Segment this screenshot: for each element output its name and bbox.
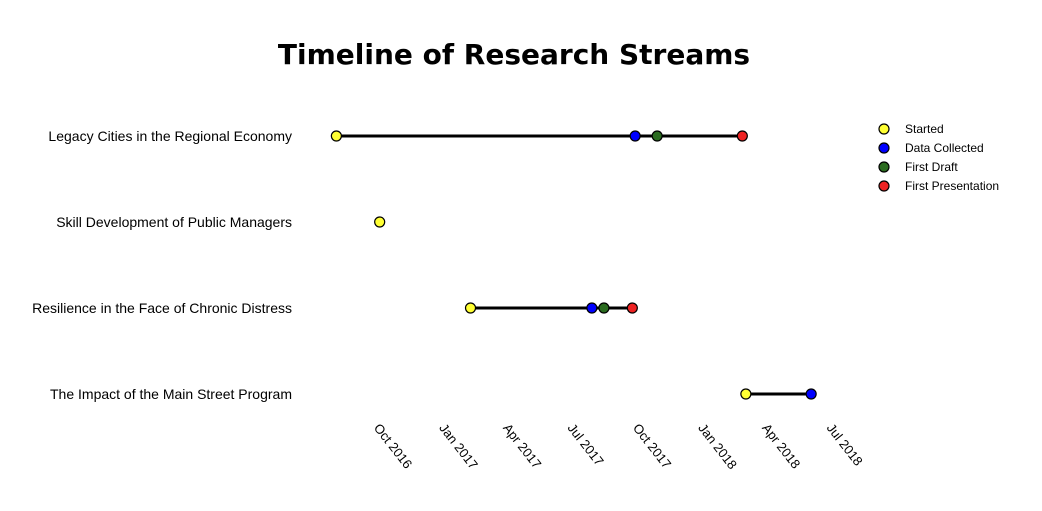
stream-row-resilience-in-the-face-of-chronic-distress: Resilience in the Face of Chronic Distre… xyxy=(32,300,638,316)
stream-row-the-impact-of-the-main-street-program: The Impact of the Main Street Program xyxy=(50,386,817,402)
x-tick-label: Jan 2017 xyxy=(436,421,481,472)
stream-row-legacy-cities-in-the-regional-economy: Legacy Cities in the Regional Economy xyxy=(48,128,748,144)
stream-label: Resilience in the Face of Chronic Distre… xyxy=(32,300,292,316)
legend-entry-data-collected: Data Collected xyxy=(878,141,984,155)
legend-label: Started xyxy=(905,122,944,136)
legend-entry-first-presentation: First Presentation xyxy=(878,179,999,193)
milestone-point-started xyxy=(374,216,386,228)
milestone-point-started xyxy=(464,302,477,314)
milestone-point-data-collected xyxy=(805,388,817,400)
milestone-point-started xyxy=(740,388,752,400)
x-tick-label: Oct 2016 xyxy=(371,421,415,472)
legend-marker xyxy=(878,142,890,154)
chart-title: Timeline of Research Streams xyxy=(278,38,750,71)
milestone-point-started xyxy=(330,130,342,142)
legend-marker xyxy=(878,123,890,135)
legend-entry-started: Started xyxy=(878,122,944,136)
stream-label: Skill Development of Public Managers xyxy=(56,214,292,230)
stream-label: The Impact of the Main Street Program xyxy=(50,386,292,402)
legend-entry-first-draft: First Draft xyxy=(878,160,958,174)
legend-marker xyxy=(878,180,890,192)
milestone-point-first-presentation xyxy=(626,302,638,314)
milestone-point-first-presentation xyxy=(736,130,748,142)
x-tick-label: Jul 2017 xyxy=(565,421,607,469)
legend-label: First Presentation xyxy=(905,179,999,193)
legend-label: First Draft xyxy=(905,160,958,174)
stream-label: Legacy Cities in the Regional Economy xyxy=(48,128,292,144)
x-tick-label: Apr 2017 xyxy=(500,421,544,472)
legend: Started Data Collected First Draft First Pr… xyxy=(878,122,999,193)
milestone-point-data-collected xyxy=(629,130,641,142)
milestone-point-first-draft xyxy=(651,130,663,142)
x-axis: Oct 2016 Jan 2017 Apr 2017 Jul 2017 Oct 2017… xyxy=(371,421,866,472)
x-tick-label: Apr 2018 xyxy=(759,421,803,472)
x-tick-label: Oct 2017 xyxy=(630,421,674,472)
milestone-point-data-collected xyxy=(586,302,598,314)
x-tick-label: Jul 2018 xyxy=(824,421,866,469)
milestone-point-first-draft xyxy=(598,302,610,314)
legend-label: Data Collected xyxy=(905,141,984,155)
streams-layer: Legacy Cities in the Regional Economy Ski… xyxy=(32,128,817,402)
legend-marker xyxy=(878,161,890,173)
x-tick-label: Jan 2018 xyxy=(695,421,740,472)
stream-row-skill-development-of-public-managers: Skill Development of Public Managers xyxy=(56,214,386,230)
